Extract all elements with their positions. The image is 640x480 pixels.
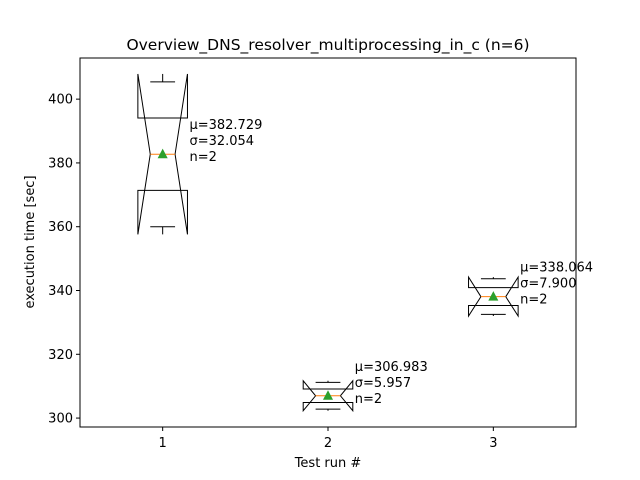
y-tick-label: 400 xyxy=(48,93,73,108)
stats-annotation: μ=306.983 xyxy=(355,360,428,375)
x-tick-label: 3 xyxy=(489,436,497,451)
x-tick-label: 2 xyxy=(324,436,332,451)
y-axis-label: execution time [sec] xyxy=(23,175,38,308)
stats-annotation: μ=382.729 xyxy=(189,118,262,133)
y-tick-label: 340 xyxy=(48,284,73,299)
mean-marker xyxy=(488,291,499,301)
axes-frame xyxy=(79,57,577,428)
stats-annotation: n=2 xyxy=(355,392,382,407)
mean-marker xyxy=(322,390,334,400)
y-tick-label: 300 xyxy=(48,412,73,427)
x-tick-label: 1 xyxy=(159,436,167,451)
stats-annotation: n=2 xyxy=(189,150,216,165)
box-body xyxy=(302,379,354,413)
stats-annotation: μ=338.064 xyxy=(520,261,593,276)
box-body xyxy=(137,73,188,235)
mean-marker xyxy=(157,148,168,159)
stats-annotation: n=2 xyxy=(520,293,547,308)
y-tick-label: 360 xyxy=(48,220,73,235)
x-axis-label: Test run # xyxy=(294,456,362,471)
stats-annotation: σ=7.900 xyxy=(520,277,576,292)
stats-annotation: σ=5.957 xyxy=(355,376,411,391)
stats-annotation: σ=32.054 xyxy=(189,134,254,149)
chart-title: Overview_DNS_resolver_multiprocessing_in… xyxy=(126,36,529,55)
y-tick-label: 320 xyxy=(48,348,73,363)
box-body xyxy=(468,275,519,318)
y-tick-label: 380 xyxy=(48,156,73,171)
